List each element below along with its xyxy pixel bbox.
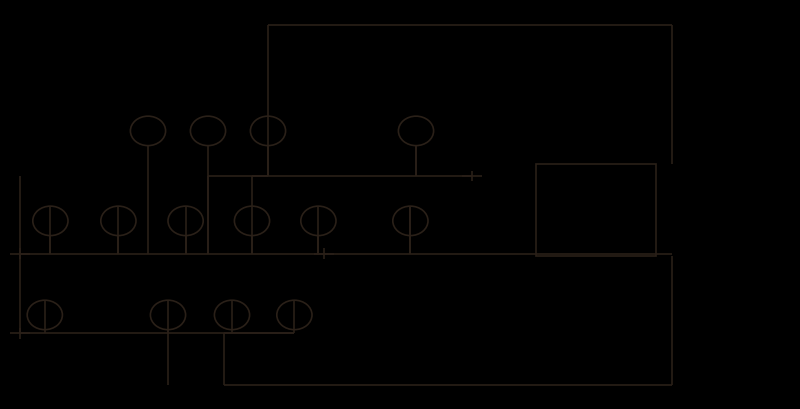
Bar xyxy=(536,164,656,256)
